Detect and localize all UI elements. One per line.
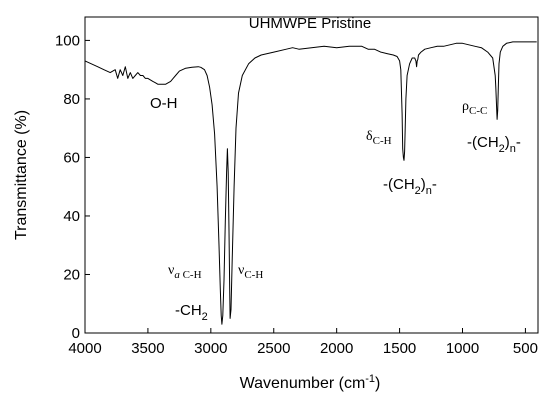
y-tick-label: 20	[63, 266, 80, 283]
series-group	[84, 41, 537, 325]
spectrum-line	[84, 41, 537, 325]
x-tick-label: 2500	[257, 340, 290, 357]
y-tick-label: 60	[63, 149, 80, 166]
x-tick-label: 3500	[131, 340, 164, 357]
annotation-ch2: -CH2	[175, 302, 208, 323]
annotation-oh: O-H	[150, 95, 178, 112]
y-tick-label: 80	[63, 91, 80, 108]
x-axis-title-sup: -1	[365, 373, 375, 385]
x-axis-title-main: Wavenumber (cm	[240, 375, 366, 392]
x-axis-ticks: 4000 3500 3000 2500 2000 1500 1000 500	[68, 328, 538, 357]
x-tick-label: 4000	[68, 340, 101, 357]
x-axis-title-end: )	[375, 375, 380, 392]
x-tick-label: 1000	[446, 340, 479, 357]
y-axis-title: Transmittance (%)	[13, 110, 30, 240]
annotation-vc-h: νC-H	[238, 263, 263, 281]
annotation-ch2n-1: -(CH2)n-	[383, 176, 437, 197]
plot-frame	[84, 16, 539, 334]
y-tick-label: 0	[72, 325, 80, 342]
x-tick-label: 2000	[320, 340, 353, 357]
annotation-dc-h: δC-H	[366, 129, 392, 147]
annotation-ch2n-2: -(CH2)n-	[467, 134, 521, 155]
x-tick-label: 500	[513, 340, 538, 357]
x-axis-title: Wavenumber (cm-1)	[240, 373, 381, 392]
y-tick-label: 40	[63, 208, 80, 225]
chart-title: UHMWPE Pristine	[249, 15, 372, 32]
y-axis-ticks: 0 20 40 60 80 100	[55, 32, 90, 342]
y-tick-label: 100	[55, 32, 80, 49]
annotation-vac-h: νa C-H	[168, 263, 202, 281]
x-tick-label: 1500	[383, 340, 416, 357]
x-tick-label: 3000	[194, 340, 227, 357]
annotation-rcc: ρC-C	[462, 99, 487, 117]
